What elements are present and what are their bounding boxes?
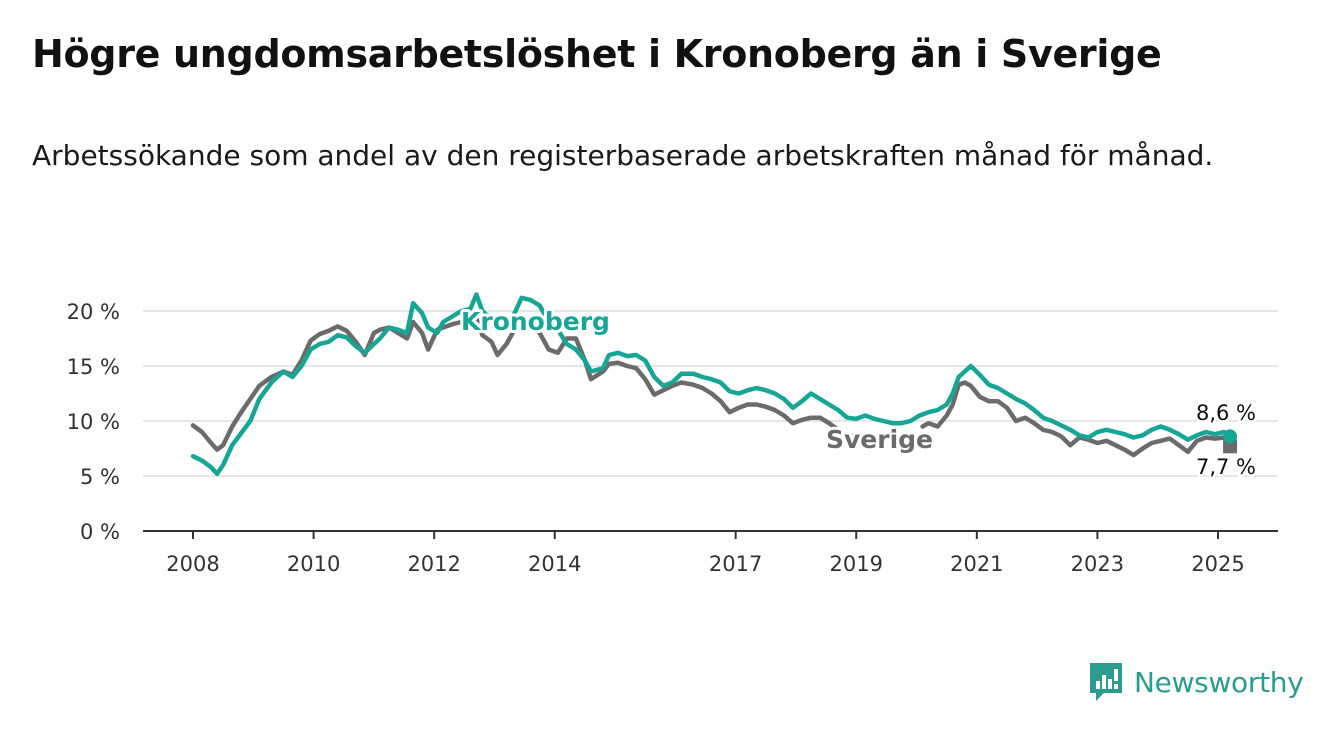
y-tick-label: 0 % (80, 520, 120, 544)
x-tick-label: 2008 (166, 552, 219, 576)
end-marker-kronoberg (1223, 429, 1238, 444)
x-tick-label: 2010 (287, 552, 340, 576)
newsworthy-logo[interactable]: Newsworthy (1088, 660, 1304, 704)
x-tick-label: 2021 (950, 552, 1003, 576)
y-tick-label: 20 % (67, 300, 120, 324)
newsworthy-icon (1090, 663, 1122, 701)
x-tick-label: 2014 (528, 552, 581, 576)
y-tick-label: 10 % (67, 410, 120, 434)
end-value-kronoberg: 8,6 % (1196, 401, 1256, 425)
y-tick-label: 5 % (80, 465, 120, 489)
chart-subtitle: Arbetssökande som andel av den registerb… (32, 139, 1214, 172)
series-label-sverige: Sverige (826, 425, 933, 454)
x-tick-label: 2023 (1071, 552, 1124, 576)
series-labels: Kronoberg Sverige 8,6 % 7,7 % (458, 304, 1259, 482)
y-tick-label: 15 % (67, 355, 120, 379)
series-line-sverige (920, 380, 1233, 458)
series-line-sverige (190, 316, 859, 452)
series-line-kronoberg (190, 292, 1233, 477)
x-tick-label: 2025 (1191, 552, 1244, 576)
x-tick-label: 2019 (830, 552, 883, 576)
end-value-sverige: 7,7 % (1196, 455, 1256, 479)
end-marker-sverige (1223, 439, 1238, 454)
gridlines (143, 310, 1278, 477)
series-lines (190, 292, 1233, 477)
brand-name: Newsworthy (1134, 665, 1304, 699)
x-tick-label: 2012 (407, 552, 460, 576)
x-axis: 2008 2010 2012 2014 2017 2019 2021 2023 2025 (143, 530, 1278, 576)
series-label-kronoberg: Kronoberg (461, 307, 610, 336)
chart-title: Högre ungdomsarbetslöshet i Kronoberg än… (32, 32, 1162, 76)
y-axis-labels: 0 % 5 % 10 % 15 % 20 % (67, 300, 120, 544)
x-tick-label: 2017 (709, 552, 762, 576)
